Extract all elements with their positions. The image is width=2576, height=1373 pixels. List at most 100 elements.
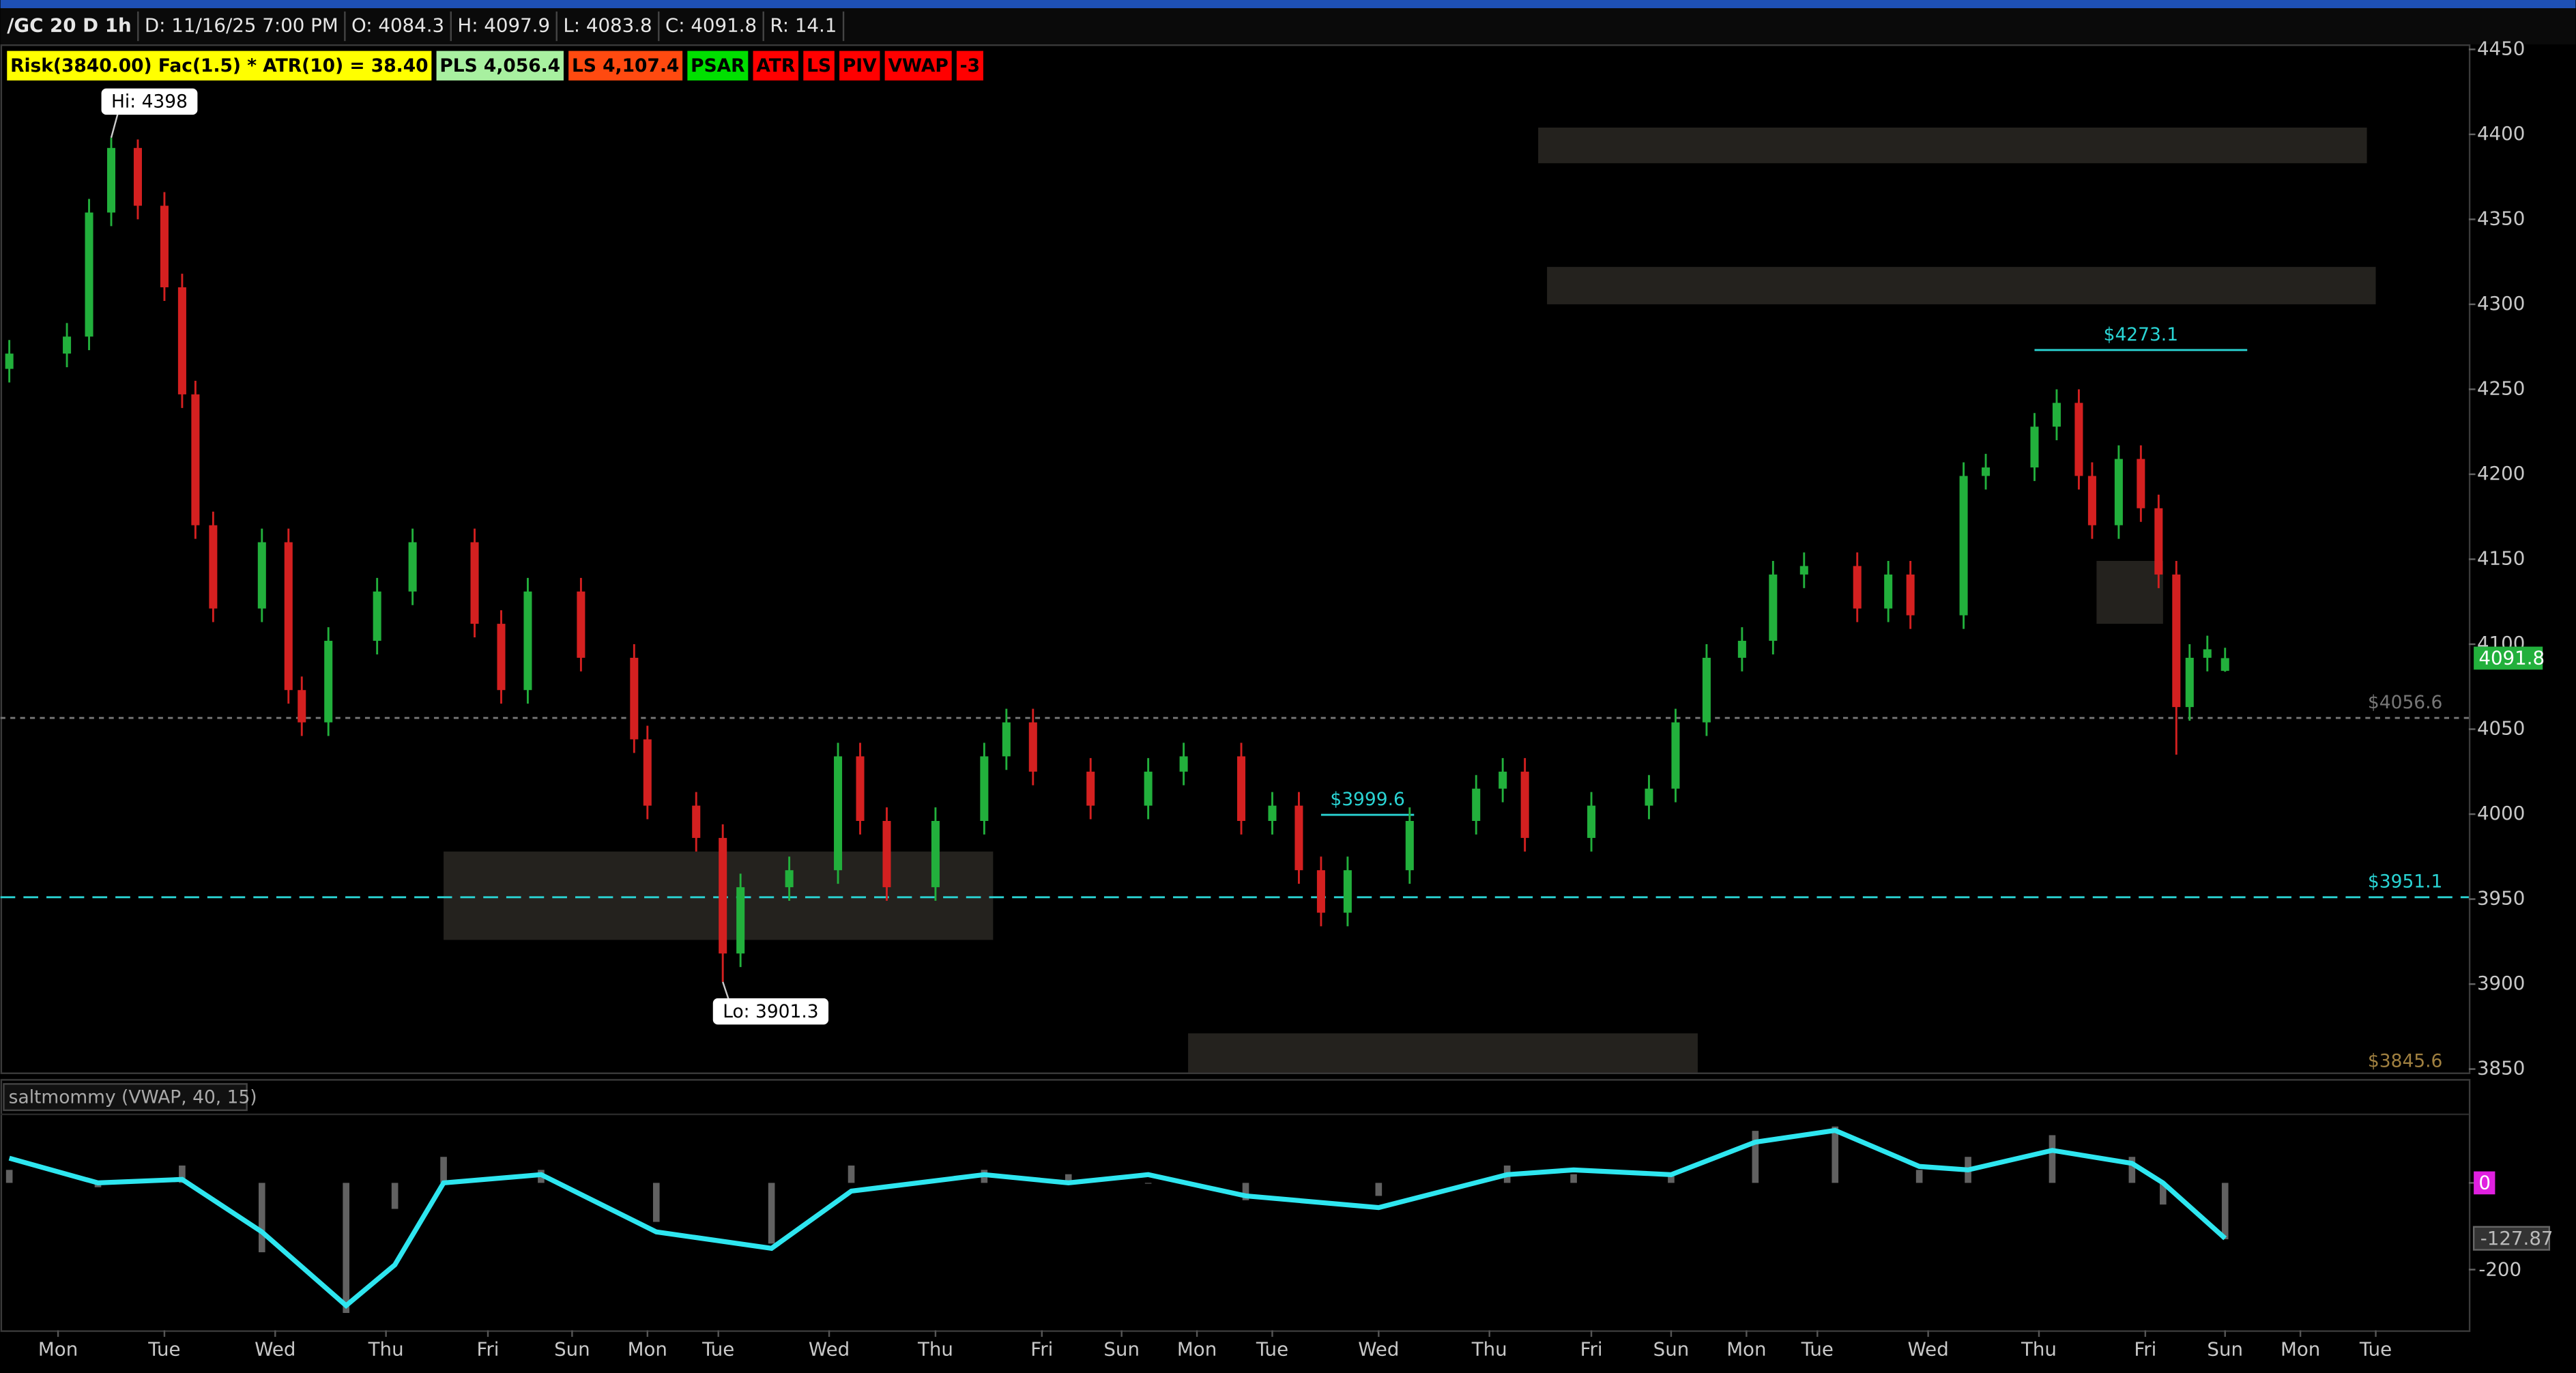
study-panel bbox=[0, 1079, 2471, 1332]
candle-body bbox=[1959, 476, 1968, 616]
header-item: /GC 20 D 1h bbox=[7, 14, 131, 37]
candle-body bbox=[1268, 805, 1277, 821]
candle-body bbox=[63, 336, 72, 354]
x-tick-label: Fri bbox=[2134, 1338, 2156, 1360]
zone bbox=[444, 851, 994, 940]
histogram-bar bbox=[848, 1165, 855, 1183]
last-price-box bbox=[2474, 646, 2543, 670]
candle-body bbox=[2052, 403, 2061, 427]
zone bbox=[2096, 560, 2163, 624]
histogram-bar bbox=[652, 1183, 660, 1222]
candle-body bbox=[324, 641, 333, 723]
candle-body bbox=[1316, 870, 1325, 913]
study-badge-label: LS bbox=[807, 55, 831, 76]
candle-body bbox=[643, 739, 652, 806]
histogram-bar bbox=[1375, 1183, 1383, 1196]
study-badge bbox=[839, 50, 880, 81]
candle-body bbox=[856, 756, 865, 821]
candle-body bbox=[1028, 722, 1037, 772]
candle-body bbox=[1906, 574, 1915, 616]
histogram-bar bbox=[1668, 1174, 1675, 1183]
y-tick-label: 3850 bbox=[2477, 1057, 2525, 1080]
header-item: D: 11/16/25 7:00 PM bbox=[145, 14, 338, 37]
x-tick-label: Mon bbox=[2281, 1338, 2320, 1360]
x-tick-label: Wed bbox=[1358, 1338, 1399, 1360]
x-tick-label: Thu bbox=[2021, 1338, 2057, 1360]
candle-body bbox=[1343, 870, 1352, 913]
y-tick-label: 4150 bbox=[2477, 547, 2525, 569]
candle-body bbox=[2087, 476, 2096, 525]
study-title: saltmommy (VWAP, 40, 15) bbox=[9, 1086, 257, 1108]
x-tick-label: Sun bbox=[2207, 1338, 2243, 1360]
y-tick-label: 4400 bbox=[2477, 122, 2525, 145]
y-tick-label: 4300 bbox=[2477, 292, 2525, 315]
zone bbox=[1538, 127, 2367, 164]
candle-body bbox=[630, 657, 639, 740]
histogram-bar bbox=[1242, 1183, 1249, 1200]
last-value-label: -127.87 bbox=[2480, 1227, 2553, 1249]
oscillator-line bbox=[8, 1127, 2227, 1309]
histogram-bar bbox=[2049, 1135, 2056, 1183]
candle-body bbox=[470, 542, 479, 624]
candle-body bbox=[931, 820, 940, 888]
study-badge bbox=[753, 50, 799, 81]
candle-body bbox=[719, 837, 727, 954]
candle-body bbox=[2203, 649, 2212, 658]
candle-body bbox=[160, 205, 169, 288]
study-badge bbox=[568, 50, 683, 81]
last-value-box bbox=[2472, 1226, 2551, 1251]
candle-body bbox=[1086, 771, 1095, 806]
header-item: H: 4097.9 bbox=[457, 14, 550, 37]
candle-body bbox=[2185, 657, 2194, 708]
x-tick-label: Tue bbox=[1801, 1338, 1834, 1360]
candle-body bbox=[1002, 722, 1011, 757]
y-tick-label: 3900 bbox=[2477, 972, 2525, 994]
candle-body bbox=[373, 591, 381, 641]
histogram-bar bbox=[2221, 1183, 2229, 1239]
y-tick-label: 4450 bbox=[2477, 37, 2525, 59]
y-tick-label: 4350 bbox=[2477, 207, 2525, 229]
candle-body bbox=[408, 542, 417, 592]
histogram-bar bbox=[2160, 1183, 2167, 1205]
x-tick-label: Wed bbox=[809, 1338, 850, 1360]
histogram-bar bbox=[179, 1165, 186, 1183]
candle-body bbox=[1520, 771, 1529, 838]
x-tick-label: Tue bbox=[147, 1338, 180, 1360]
y-tick-label: 4050 bbox=[2477, 717, 2525, 740]
toolbar bbox=[0, 8, 2576, 44]
zone bbox=[1188, 1033, 1698, 1073]
study-badge-label: ATR bbox=[756, 55, 795, 76]
histogram-bar bbox=[768, 1183, 775, 1244]
candle-body bbox=[1472, 788, 1481, 821]
candle-body bbox=[2220, 658, 2229, 671]
candle-body bbox=[2074, 403, 2083, 476]
annotation-label: Hi: 4398 bbox=[111, 91, 188, 113]
x-tick-label: Wed bbox=[255, 1338, 295, 1360]
candle-body bbox=[106, 147, 116, 213]
x-tick-label: Fri bbox=[1030, 1338, 1053, 1360]
candle-body bbox=[257, 542, 266, 609]
study-badge-label: VWAP bbox=[888, 55, 948, 76]
candle-body bbox=[1799, 566, 1808, 575]
histogram-bar bbox=[343, 1183, 350, 1314]
price-level-label: $3999.6 bbox=[1330, 789, 1404, 810]
price-level-label: $3951.1 bbox=[2368, 871, 2442, 893]
candle-body bbox=[209, 525, 218, 609]
study-badge-label: LS 4,107.4 bbox=[572, 55, 679, 76]
study-badge bbox=[803, 50, 835, 81]
candle-body bbox=[1769, 574, 1778, 641]
candle-body bbox=[1702, 657, 1711, 723]
zone bbox=[1547, 267, 2376, 304]
candle-body bbox=[1405, 820, 1414, 871]
study-badge-label: -3 bbox=[960, 55, 980, 76]
candle-body bbox=[1671, 722, 1680, 789]
study-badge bbox=[436, 50, 564, 81]
candle-body bbox=[133, 147, 142, 206]
candle-body bbox=[191, 394, 200, 525]
study-badge-label: PSAR bbox=[691, 55, 744, 76]
x-tick-label: Mon bbox=[1726, 1338, 1766, 1360]
x-tick-label: Thu bbox=[368, 1338, 404, 1360]
histogram-bar bbox=[1832, 1126, 1839, 1183]
last-price-label: 4091.8 bbox=[2478, 647, 2545, 669]
histogram-bar bbox=[5, 1170, 13, 1183]
